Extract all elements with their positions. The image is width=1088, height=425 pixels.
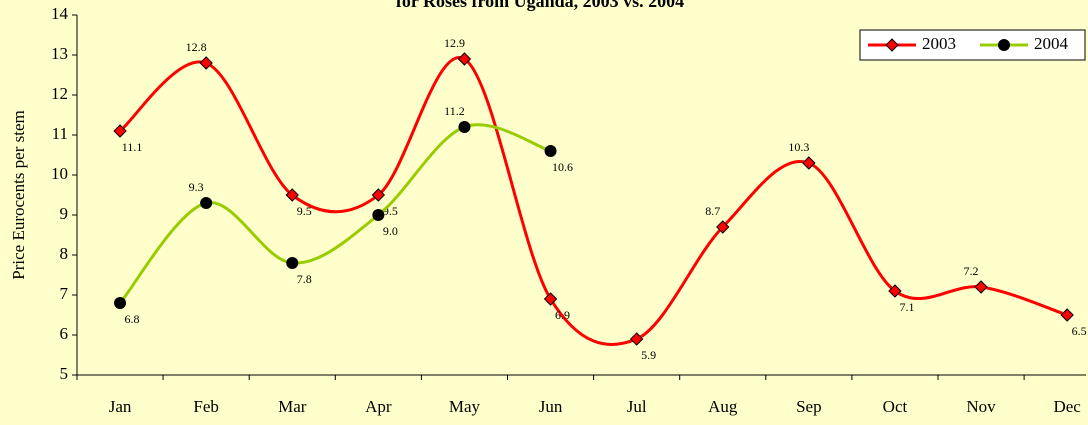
- marker: [457, 52, 472, 66]
- x-tick-label: May: [449, 397, 481, 416]
- x-tick-label: Mar: [278, 397, 307, 416]
- x-tick-label: Jun: [539, 397, 563, 416]
- x-tick-label: Feb: [193, 397, 219, 416]
- data-label: 8.7: [705, 204, 720, 218]
- y-tick-label: 12: [51, 84, 68, 103]
- marker: [200, 197, 213, 209]
- data-label: 9.3: [189, 180, 204, 194]
- marker: [371, 188, 386, 202]
- y-tick-label: 10: [51, 164, 68, 183]
- x-tick-label: Jul: [627, 397, 647, 416]
- x-tick-label: Jan: [109, 397, 132, 416]
- series-line: [119, 55, 1068, 346]
- data-label: 11.2: [444, 104, 465, 118]
- y-tick-label: 14: [51, 4, 69, 23]
- x-tick-label: Nov: [966, 397, 996, 416]
- data-label: 11.1: [122, 140, 143, 154]
- data-label: 9.0: [383, 224, 398, 238]
- x-tick-label: Dec: [1053, 397, 1081, 416]
- legend-marker: [885, 38, 899, 52]
- marker: [285, 188, 299, 202]
- data-label: 10.3: [788, 140, 809, 154]
- marker: [114, 297, 127, 309]
- data-label: 7.2: [964, 264, 979, 278]
- data-label: 6.5: [1072, 324, 1087, 338]
- y-axis-label: Price Eurocents per stem: [9, 110, 28, 279]
- legend-label: 2004: [1034, 34, 1069, 53]
- chart-title: for Roses from Uganda, 2003 vs. 2004: [396, 0, 684, 11]
- data-label: 10.6: [552, 160, 573, 174]
- marker: [199, 56, 213, 70]
- data-label: 7.8: [297, 272, 312, 286]
- y-tick-label: 13: [51, 44, 68, 63]
- y-tick-label: 7: [60, 284, 69, 303]
- data-label: 12.9: [444, 36, 465, 50]
- data-label: 7.1: [899, 300, 914, 314]
- marker: [1060, 308, 1074, 322]
- marker: [974, 280, 988, 294]
- y-tick-label: 11: [52, 124, 68, 143]
- x-tick-label: Oct: [883, 397, 908, 416]
- legend-label: 2003: [922, 34, 956, 53]
- marker: [629, 332, 644, 346]
- data-label: 12.8: [186, 40, 207, 54]
- data-label: 6.8: [125, 312, 140, 326]
- marker: [113, 124, 127, 138]
- data-label: 5.9: [641, 348, 656, 362]
- marker: [544, 145, 557, 157]
- data-label: 6.9: [555, 308, 570, 322]
- marker: [286, 257, 299, 269]
- x-tick-label: Aug: [708, 397, 738, 416]
- y-tick-label: 8: [60, 244, 69, 263]
- y-tick-label: 6: [60, 324, 69, 343]
- data-label: 9.5: [297, 204, 312, 218]
- marker: [458, 121, 471, 133]
- y-tick-label: 9: [60, 204, 69, 223]
- marker: [543, 292, 558, 306]
- marker: [888, 284, 902, 298]
- y-tick-label: 5: [60, 364, 69, 383]
- marker: [802, 156, 816, 170]
- marker: [372, 209, 385, 221]
- x-tick-label: Apr: [365, 397, 392, 416]
- legend-marker: [998, 39, 1010, 51]
- x-tick-label: Sep: [796, 397, 822, 416]
- marker: [716, 220, 730, 234]
